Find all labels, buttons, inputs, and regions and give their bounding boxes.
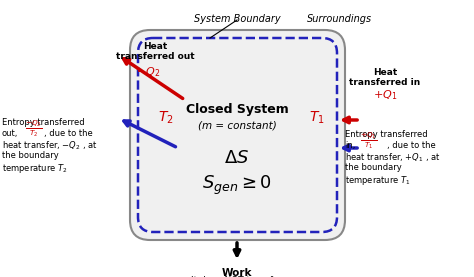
Text: the boundary: the boundary	[345, 163, 402, 172]
Text: , due to the: , due to the	[44, 129, 93, 138]
Text: Entropy transferred: Entropy transferred	[345, 130, 428, 139]
Text: the boundary: the boundary	[2, 151, 59, 160]
Text: temperature $T_1$: temperature $T_1$	[345, 174, 411, 187]
Text: $-Q_2$: $-Q_2$	[136, 65, 160, 79]
Text: (m = constant): (m = constant)	[198, 120, 276, 130]
Text: $S_{gen} \geq 0$: $S_{gen} \geq 0$	[202, 173, 272, 197]
Text: Closed System: Closed System	[186, 104, 288, 117]
Text: $T_1$: $T_1$	[309, 110, 325, 126]
FancyBboxPatch shape	[130, 30, 345, 240]
Text: Work: Work	[222, 268, 252, 277]
Text: temperature $T_2$: temperature $T_2$	[2, 162, 68, 175]
Text: $T_2$: $T_2$	[158, 110, 173, 126]
Text: , due to the: , due to the	[387, 141, 436, 150]
Text: heat transfer, $+Q_1$ , at: heat transfer, $+Q_1$ , at	[345, 152, 441, 165]
Text: $\Delta S$: $\Delta S$	[224, 149, 250, 167]
Text: $+Q_1$: $+Q_1$	[373, 88, 397, 102]
Text: Heat
transferred out: Heat transferred out	[116, 42, 194, 61]
Text: System Boundary: System Boundary	[194, 14, 280, 24]
Text: It does NOT transfer
entropy.: It does NOT transfer entropy.	[191, 276, 283, 277]
Text: Surroundings: Surroundings	[308, 14, 373, 24]
Text: $\frac{+Q_1}{T_1}$: $\frac{+Q_1}{T_1}$	[360, 130, 377, 152]
Text: out,: out,	[2, 129, 18, 138]
Text: heat transfer, $-Q_2$ , at: heat transfer, $-Q_2$ , at	[2, 140, 98, 153]
Text: in,: in,	[345, 141, 356, 150]
Text: Entropy transferred: Entropy transferred	[2, 118, 85, 127]
Text: $\frac{-Q_2}{T_2}$: $\frac{-Q_2}{T_2}$	[25, 119, 42, 140]
Text: Heat
transferred in: Heat transferred in	[349, 68, 420, 88]
